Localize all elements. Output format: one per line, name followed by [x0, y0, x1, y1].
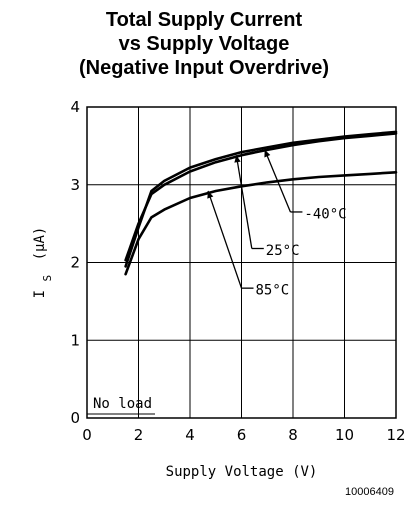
- chart-title-line-1: Total Supply Current: [105, 9, 303, 31]
- y-tick-label: 4: [70, 98, 80, 116]
- x-axis-label: Supply Voltage (V): [166, 464, 318, 480]
- plot-frame: [86, 106, 397, 419]
- callouts: -40°C 25°C 85°C: [87, 149, 347, 415]
- x-tick-label: 12: [386, 426, 405, 444]
- series-line-2: [124, 132, 398, 262]
- y-tick-label: 2: [70, 254, 80, 272]
- callout-arrowhead: [207, 190, 214, 199]
- y-axis-label-sub: S: [41, 275, 54, 282]
- x-tick-label: 0: [82, 426, 92, 444]
- series-line-1: [124, 130, 398, 268]
- x-tick-label: 6: [237, 426, 247, 444]
- y-axis-label: I S (µA): [32, 227, 54, 299]
- no-load-annotation: No load: [93, 396, 152, 412]
- chart-title-line-3: (Negative Input Overdrive): [78, 57, 330, 79]
- x-tick-label: 2: [134, 426, 144, 444]
- y-tick-label: 3: [70, 176, 80, 194]
- callout-arrowhead: [234, 155, 241, 163]
- callout-leader: [235, 155, 253, 249]
- svg-text:I S (µA): I S (µA): [32, 227, 54, 299]
- x-tick-label: 10: [335, 426, 354, 444]
- figure-id: 10006409: [345, 486, 394, 498]
- y-axis-label-unit: (µA): [32, 227, 48, 261]
- y-tick-label: 1: [70, 331, 80, 349]
- y-axis-label-main: I: [32, 290, 48, 298]
- series-line-3: [124, 171, 398, 276]
- callout-arrowhead: [264, 149, 271, 158]
- x-tick-label: 8: [288, 426, 298, 444]
- grid: [87, 107, 396, 418]
- callout-label: -40°C: [304, 207, 346, 223]
- callout-label: 85°C: [256, 283, 290, 299]
- x-tick-label: 4: [185, 426, 195, 444]
- chart-title-line-2: vs Supply Voltage: [118, 33, 290, 55]
- callout-label: 25°C: [266, 243, 300, 259]
- chart-title: Total Supply Current vs Supply Voltage (…: [0, 8, 408, 80]
- y-tick-label: 0: [70, 409, 80, 427]
- series-layer: [124, 130, 398, 276]
- callout-leader: [207, 190, 243, 289]
- callout-leader: [264, 149, 292, 213]
